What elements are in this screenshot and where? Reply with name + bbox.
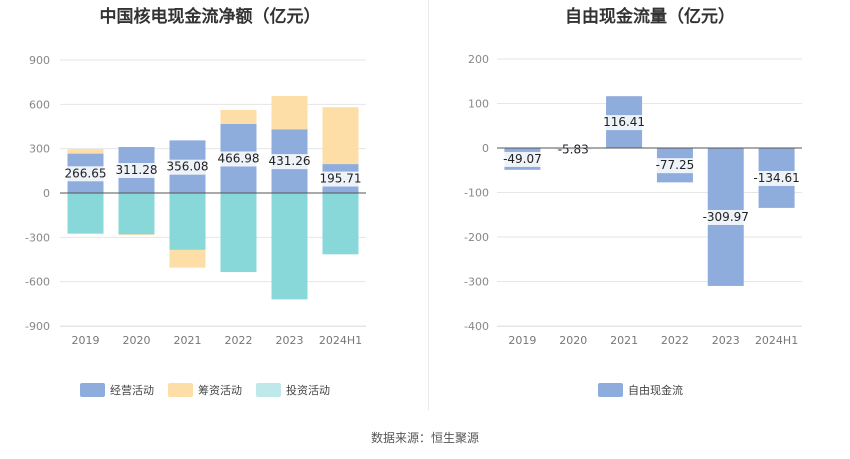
legend-swatch-financing: [168, 383, 193, 397]
right-data-label: 116.41: [603, 115, 645, 129]
bar-investing: [169, 193, 206, 250]
left-data-label-bg: [164, 159, 211, 175]
bar-investing: [67, 193, 104, 234]
panel-divider: [428, 0, 429, 410]
right-data-label-bg: [553, 142, 593, 158]
legend-swatch-fcf: [598, 383, 623, 397]
legend-label-fcf: 自由现金流: [628, 384, 683, 397]
right-x-tick-label: 2024H1: [755, 334, 798, 347]
right-y-tick-label: -200: [464, 231, 489, 244]
bar-financing: [220, 109, 257, 124]
right-data-label-bg: [601, 115, 648, 131]
left-data-label: 466.98: [218, 151, 260, 165]
right-data-label-bg: [750, 170, 804, 186]
left-data-label-bg: [317, 171, 364, 187]
bar-financing: [271, 96, 308, 130]
bar-investing: [118, 193, 155, 235]
right-data-label: -134.61: [753, 171, 799, 185]
legend-fcf[interactable]: 自由现金流: [598, 383, 683, 397]
legend-swatch-operating: [80, 383, 105, 397]
bar-investing: [271, 193, 308, 300]
left-data-label: 311.28: [116, 163, 158, 177]
legend-investing[interactable]: 投资活动: [256, 383, 330, 397]
right-y-tick-label: -400: [464, 320, 489, 333]
right-y-tick-label: 0: [482, 142, 489, 155]
left-data-label: 356.08: [167, 160, 209, 174]
left-data-label-bg: [266, 154, 313, 170]
right-data-label-bg: [651, 158, 698, 174]
left-y-tick-label: 300: [29, 143, 50, 156]
right-data-label: -309.97: [703, 210, 749, 224]
left-x-tick-label: 2019: [72, 334, 100, 347]
right-y-tick-label: -300: [464, 276, 489, 289]
right-data-label: -49.07: [503, 152, 542, 166]
bar-investing: [220, 193, 257, 273]
left-data-label: 266.65: [65, 166, 107, 180]
right-x-tick-label: 2020: [559, 334, 587, 347]
left-y-tick-label: -300: [25, 231, 50, 244]
left-x-tick-label: 2021: [174, 334, 202, 347]
right-x-tick-label: 2022: [661, 334, 689, 347]
left-data-label: 431.26: [269, 154, 311, 168]
right-data-label: -77.25: [656, 158, 695, 172]
left-data-label-bg: [62, 166, 109, 182]
left-y-tick-label: 0: [43, 187, 50, 200]
left-x-tick-label: 2023: [276, 334, 304, 347]
right-y-tick-label: 200: [468, 53, 489, 66]
left-data-label: 195.71: [320, 172, 362, 186]
right-y-tick-label: 100: [468, 98, 489, 111]
right-data-label: -5.83: [558, 142, 589, 156]
bar-financing: [67, 149, 104, 154]
legend-label-financing: 筹资活动: [198, 384, 242, 397]
legend-label-investing: 投资活动: [286, 384, 330, 397]
right-x-tick-label: 2021: [610, 334, 638, 347]
legend-financing[interactable]: 筹资活动: [168, 383, 242, 397]
right-data-label-bg: [499, 151, 546, 167]
left-chart-title: 中国核电现金流净额（亿元）: [99, 7, 321, 27]
legend-operating[interactable]: 经营活动: [80, 383, 154, 397]
left-y-tick-label: -900: [25, 320, 50, 333]
bar-financing: [322, 107, 359, 165]
right-data-label-bg: [699, 209, 753, 225]
left-data-label-bg: [215, 151, 262, 167]
legend-label-operating: 经营活动: [110, 384, 154, 397]
left-y-tick-label: 900: [29, 54, 50, 67]
left-x-tick-label: 2022: [225, 334, 253, 347]
bar-financing: [169, 249, 206, 268]
bar-investing: [322, 193, 359, 255]
right-chart-title: 自由现金流量（亿元）: [565, 7, 735, 27]
data-source: 数据来源：恒生聚源: [370, 431, 479, 445]
bar-financing: [118, 234, 155, 236]
right-x-tick-label: 2023: [712, 334, 740, 347]
right-x-tick-label: 2019: [508, 334, 536, 347]
left-y-tick-label: -600: [25, 276, 50, 289]
left-data-label-bg: [113, 162, 160, 178]
legend-swatch-investing: [256, 383, 281, 397]
left-y-tick-label: 600: [29, 98, 50, 111]
left-x-tick-label: 2024H1: [319, 334, 362, 347]
left-x-tick-label: 2020: [123, 334, 151, 347]
right-y-tick-label: -100: [464, 187, 489, 200]
